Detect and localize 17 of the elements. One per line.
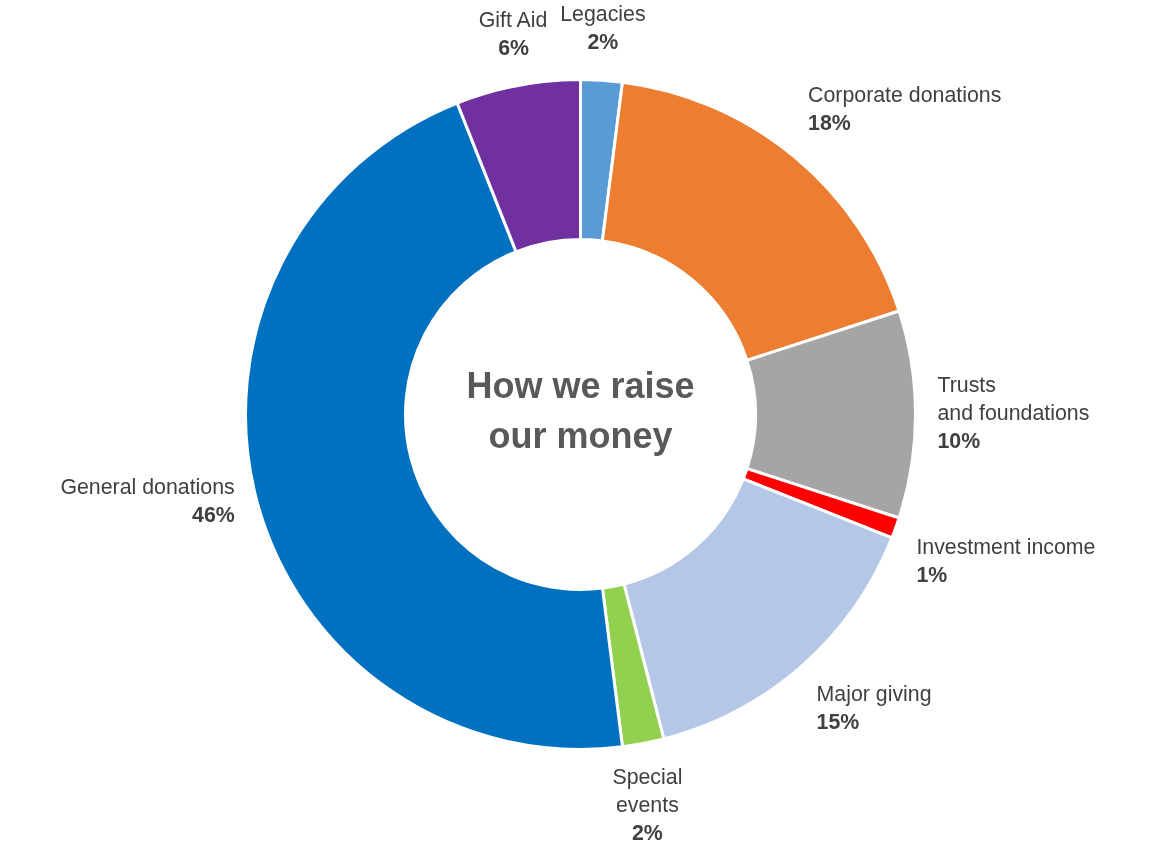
text: How we raise our money <box>466 364 695 456</box>
data-label: 2% <box>631 821 663 844</box>
slice-label: General donations <box>60 475 235 500</box>
slice-label: Corporate donations <box>808 83 1002 108</box>
slice-label: Special events <box>612 765 683 818</box>
slice-label: Trusts and foundations <box>937 372 1090 425</box>
data-label: 18% <box>808 111 851 136</box>
data-label: 15% <box>816 710 860 735</box>
data-label: 10% <box>937 428 981 453</box>
slice-label: Investment income <box>916 535 1096 560</box>
slice-label: Legacies <box>560 2 646 27</box>
data-label: 1% <box>916 563 948 588</box>
data-label: 6% <box>498 35 530 60</box>
slice-label: Gift Aid <box>478 7 548 32</box>
slice-label: Major giving <box>816 682 932 707</box>
data-label: 2% <box>587 30 619 55</box>
data-label: 46% <box>192 503 235 528</box>
